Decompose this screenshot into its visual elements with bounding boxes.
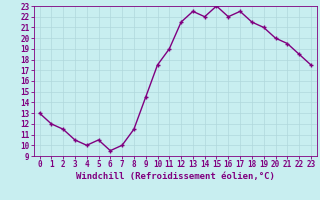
X-axis label: Windchill (Refroidissement éolien,°C): Windchill (Refroidissement éolien,°C) xyxy=(76,172,275,181)
